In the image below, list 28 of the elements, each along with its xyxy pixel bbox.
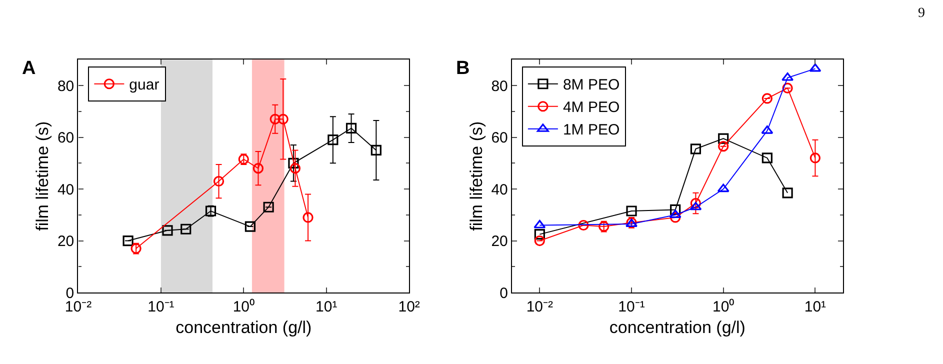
y-tick-label: 60 [491,130,508,147]
y-tick-label: 40 [491,181,508,198]
legend-label: 8M PEO [562,76,620,94]
y-tick-label: 20 [57,233,74,250]
y-tick-label: 80 [57,78,74,95]
x-tick-label: 10¹ [804,298,826,316]
y-tick-label: 40 [57,181,74,198]
y-axis-title: film lifetime (s) [466,121,486,231]
chart-title: A [22,58,36,79]
x-tick-label: 10⁻¹ [618,298,645,316]
text: 9 [918,6,925,21]
x-tick-label: 10⁰ [232,298,255,316]
legend-label: 4M PEO [562,99,620,116]
chart-title: B [456,58,470,79]
x-axis-title: concentration (g/l) [609,318,746,338]
y-tick-label: 0 [500,284,508,302]
y-axis-title: film lifetime (s) [33,121,52,231]
x-tick-label: 10⁰ [712,298,734,316]
y-tick-label: 80 [491,78,508,95]
x-tick-label: 10¹ [316,298,338,316]
y-tick-label: 60 [57,130,74,147]
y-tick-label: 20 [491,233,508,250]
legend-label: guar [129,76,160,94]
x-axis-title: concentration (g/l) [176,318,312,338]
x-tick-label: 10⁻¹ [148,298,174,316]
x-tick-label: 10⁻² [526,298,554,316]
legend-label: 1M PEO [562,122,620,139]
x-tick-label: 10² [398,298,420,316]
